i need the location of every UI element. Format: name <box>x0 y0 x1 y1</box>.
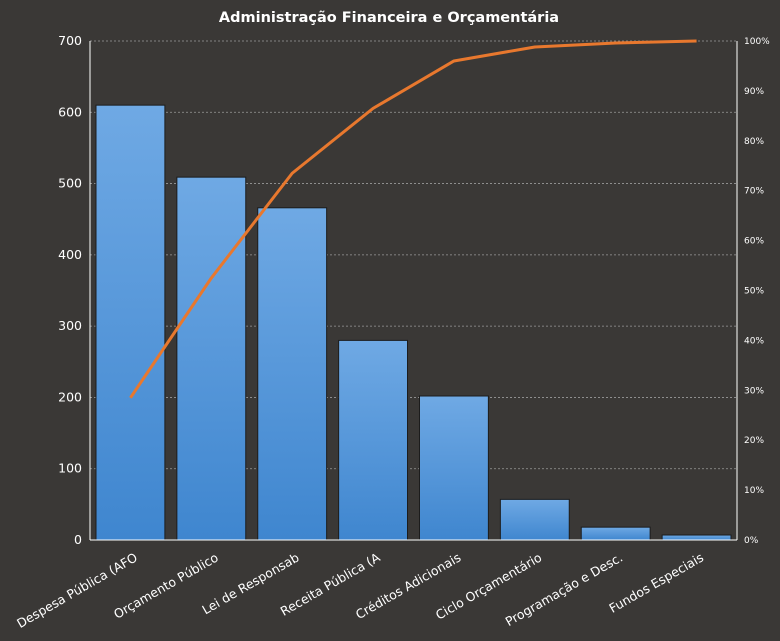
y-tick-label: 100 <box>58 461 82 476</box>
bar <box>338 339 408 541</box>
y2-tick-label: 100% <box>744 37 770 47</box>
bar <box>419 395 489 541</box>
bar <box>661 534 732 541</box>
y2-tick-label: 50% <box>744 287 764 297</box>
y-tick-label: 200 <box>58 389 82 404</box>
axes <box>89 41 738 541</box>
bar <box>499 498 570 541</box>
y2-tick-label: 30% <box>744 386 764 396</box>
y-tick-label: 500 <box>58 176 82 191</box>
bar <box>176 176 247 541</box>
bar <box>95 104 166 541</box>
y-tick-label: 300 <box>58 318 82 333</box>
y2-tick-label: 20% <box>744 436 764 446</box>
chart-title: Administração Financeira e Orçamentária <box>219 10 559 26</box>
y2-axis-ticks: 0% 10% 20% 30% 40% 50% 60% 70% 80% 90% 100% <box>744 37 770 546</box>
y-tick-label: 700 <box>58 33 82 48</box>
bars <box>95 104 732 541</box>
cumulative-percentage-line <box>129 39 697 399</box>
y2-tick-label: 40% <box>744 336 764 346</box>
y-tick-label: 0 <box>74 532 82 547</box>
bar <box>580 526 651 541</box>
y2-tick-label: 0% <box>744 536 759 546</box>
y-tick-label: 600 <box>58 104 82 119</box>
cumulative-line <box>129 39 697 399</box>
bar <box>257 207 328 541</box>
y-axis-ticks: 0 100 200 300 400 500 600 700 <box>58 33 82 547</box>
y2-tick-label: 90% <box>744 87 764 97</box>
y2-tick-label: 70% <box>744 187 764 197</box>
y2-tick-label: 60% <box>744 237 764 247</box>
y2-tick-label: 80% <box>744 137 764 147</box>
y2-tick-label: 10% <box>744 486 764 496</box>
y-tick-label: 400 <box>58 247 82 262</box>
